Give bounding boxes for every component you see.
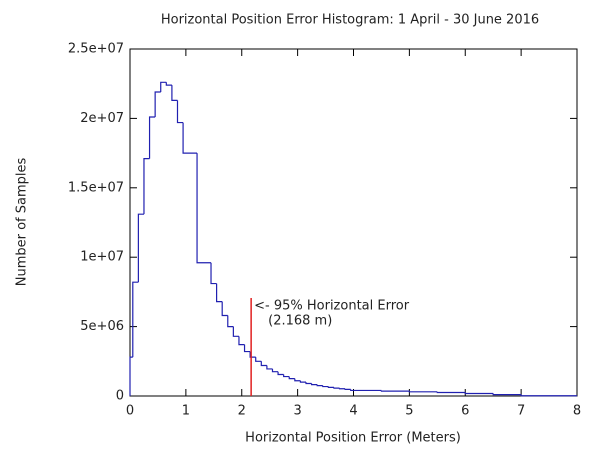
histogram-step <box>338 388 346 390</box>
x-axis-label: Horizontal Position Error (Meters) <box>245 431 461 446</box>
histogram-step <box>271 368 279 373</box>
x-tick-label: 5 <box>405 404 413 419</box>
histogram-step <box>143 158 150 215</box>
histogram-step <box>520 394 577 397</box>
histogram-step <box>344 388 351 390</box>
histogram-step <box>171 85 178 101</box>
histogram-step <box>249 351 256 358</box>
histogram-step <box>182 122 198 154</box>
x-tick-label: 6 <box>461 404 469 419</box>
histogram-step <box>305 382 312 385</box>
histogram-step <box>238 336 245 346</box>
y-tick-label: 1.5e+07 <box>68 180 124 195</box>
histogram-step <box>492 393 522 396</box>
x-tick-label: 0 <box>126 404 134 419</box>
histogram-step <box>221 301 228 317</box>
histogram-step <box>350 389 382 392</box>
x-tick-label: 2 <box>238 404 246 419</box>
x-tick-label: 1 <box>182 404 190 419</box>
histogram-step <box>216 283 223 303</box>
histogram-step <box>227 315 234 328</box>
x-tick-label: 7 <box>517 404 525 419</box>
y-tick-label: 5e+06 <box>80 319 124 334</box>
histogram-step <box>160 81 167 93</box>
histogram-step <box>137 213 144 283</box>
y-tick-label: 2.5e+07 <box>68 42 124 57</box>
histogram-step <box>277 371 284 376</box>
histogram-step <box>464 392 494 395</box>
y-axis-label: Number of Samples <box>15 158 30 287</box>
histogram-step <box>165 82 172 86</box>
y-tick-label: 2e+07 <box>80 111 124 126</box>
histogram-step <box>322 385 329 388</box>
histogram-step <box>176 100 184 124</box>
x-tick-label: 3 <box>293 404 301 419</box>
histogram-step <box>327 386 334 388</box>
x-tick-label: 8 <box>573 404 581 419</box>
histogram-step <box>380 390 410 392</box>
histogram-step <box>129 356 133 396</box>
histogram-step <box>288 376 295 380</box>
histogram-step <box>255 357 262 362</box>
histogram-step <box>210 262 217 285</box>
histogram-step <box>243 344 251 353</box>
histogram-step <box>283 374 290 378</box>
histogram-step <box>299 380 307 383</box>
y-tick-label: 1e+07 <box>80 250 124 265</box>
histogram-step <box>436 391 466 394</box>
x-tick-label: 4 <box>349 404 357 419</box>
histogram-step <box>232 326 239 337</box>
histogram-step <box>333 387 340 389</box>
histogram-step <box>294 378 301 382</box>
histogram-step <box>310 383 318 386</box>
histogram-step <box>148 116 156 159</box>
histogram-step <box>408 391 438 393</box>
histogram-step <box>316 384 323 387</box>
marker-label: <- 95% Horizontal Error <box>254 299 410 314</box>
y-tick-label: 0 <box>116 389 124 404</box>
histogram-step <box>132 281 139 358</box>
histogram-step <box>154 91 161 118</box>
histogram-step <box>266 365 273 370</box>
histogram-step <box>260 361 267 367</box>
marker-sublabel: (2.168 m) <box>268 314 332 329</box>
histogram-step <box>196 153 212 264</box>
chart-title: Horizontal Position Error Histogram: 1 A… <box>161 13 539 28</box>
